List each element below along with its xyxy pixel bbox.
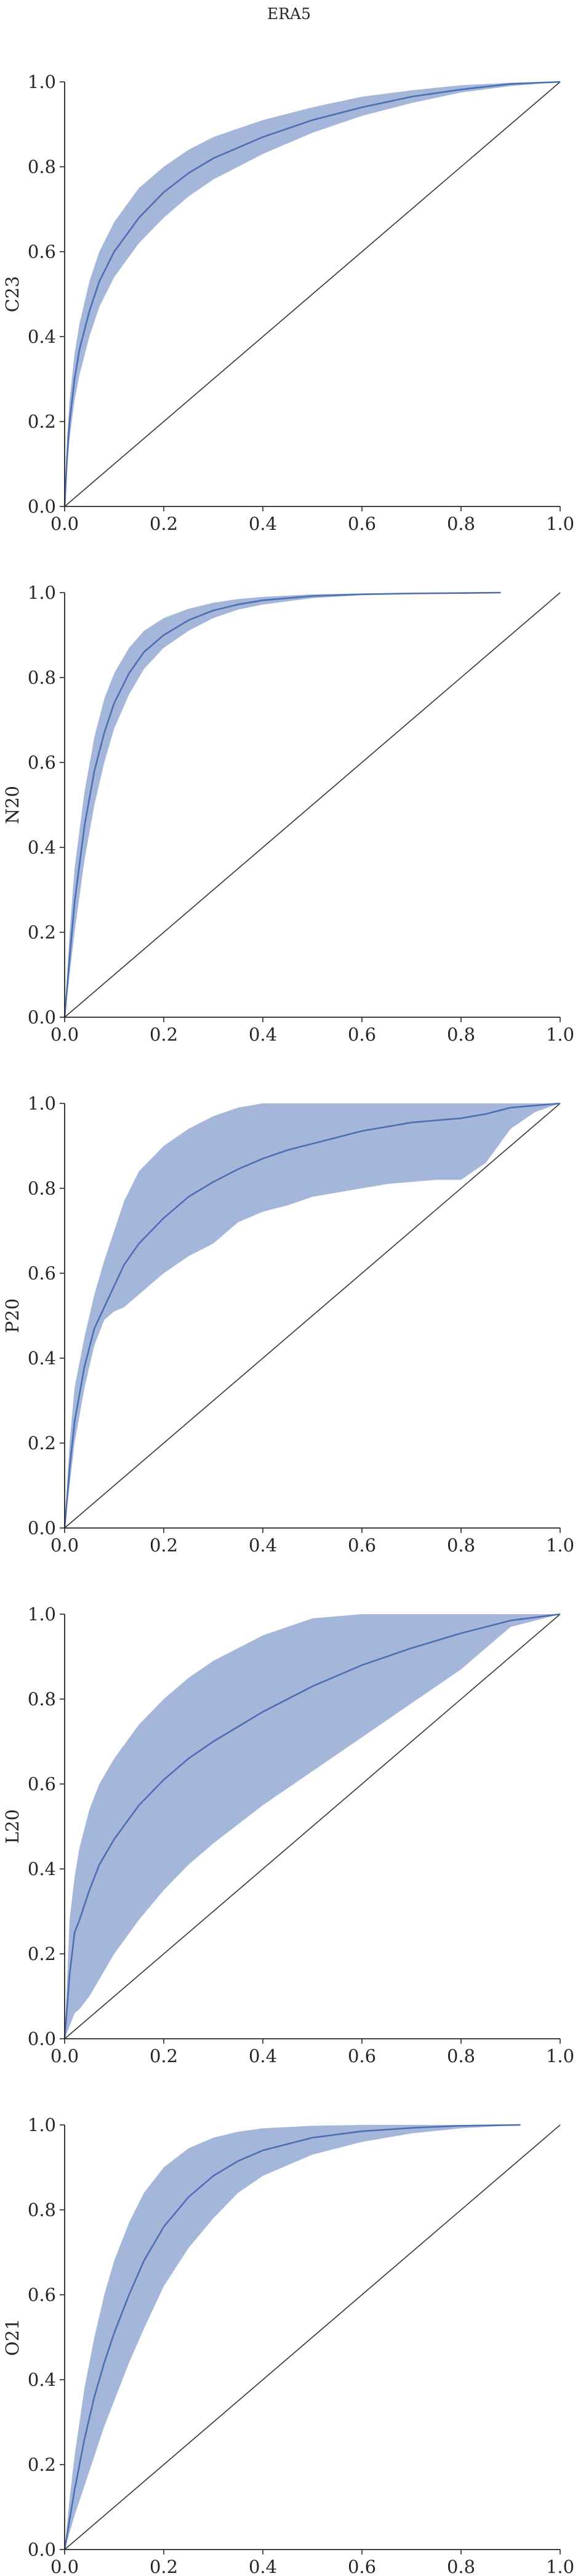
y-tick-label: 0.2 [28, 1943, 56, 1964]
y-tick-label: 0.0 [28, 1007, 56, 1028]
x-tick-label: 0.0 [50, 2556, 79, 2576]
y-tick-label: 0.4 [28, 326, 56, 347]
x-tick-label: 0.2 [150, 513, 178, 534]
x-tick-label: 0.4 [249, 513, 277, 534]
x-tick-label: 0.0 [50, 513, 79, 534]
y-tick-label: 0.0 [28, 1518, 56, 1538]
y-tick-label: 0.8 [28, 1178, 56, 1199]
x-tick-label: 0.0 [50, 1024, 79, 1045]
chart-panel-n20: 0.0 0.2 0.4 0.6 0.8 1.0 0.0 0.2 0.4 0.6 0.8 1.0 N20 [2, 582, 574, 1045]
y-tick-label: 0.2 [28, 411, 56, 432]
confidence-band [65, 82, 560, 506]
chart-panel-c23: 0.0 0.2 0.4 0.6 0.8 1.0 0.0 0.2 0.4 0.6 0.8 1.0 C23 [2, 71, 574, 534]
y-tick-label: 0.8 [28, 667, 56, 688]
y-tick-label: 1.0 [28, 1604, 56, 1625]
series-line [63, 591, 501, 1018]
series-line [63, 81, 561, 507]
chart-panel-o21: 0.0 0.2 0.4 0.6 0.8 1.0 0.0 0.2 0.4 0.6 0.8 1.0 O21 [2, 2114, 574, 2576]
y-axis-label: O21 [2, 2319, 23, 2356]
x-tick-label: 0.6 [348, 513, 376, 534]
y-axis-label: C23 [2, 276, 23, 312]
reference-diagonal-line [64, 592, 561, 1018]
y-tick-label: 0.8 [28, 2199, 56, 2220]
x-tick-label: 0.4 [249, 1024, 277, 1045]
y-tick-label: 0.4 [28, 1348, 56, 1369]
x-tick-label: 0.2 [150, 2046, 178, 2066]
series-line [63, 1613, 561, 2039]
y-axis-label: L20 [2, 1809, 23, 1844]
series-line [63, 1102, 561, 1529]
x-tick-label: 0.2 [150, 2556, 178, 2576]
x-tick-label: 0.8 [447, 1024, 475, 1045]
x-tick-label: 1.0 [546, 1024, 574, 1045]
x-tick-label: 0.0 [50, 1535, 79, 1556]
x-tick-label: 0.8 [447, 513, 475, 534]
reference-diagonal-line [64, 1614, 561, 2039]
y-tick-label: 1.0 [28, 71, 56, 92]
reference-diagonal-line [64, 81, 561, 507]
y-tick-label: 0.4 [28, 837, 56, 858]
x-tick-label: 1.0 [546, 2046, 574, 2066]
x-tick-label: 1.0 [546, 2556, 574, 2576]
y-tick-label: 1.0 [28, 1093, 56, 1114]
y-axis-label: N20 [2, 786, 23, 824]
x-tick-label: 0.8 [447, 2556, 475, 2576]
y-tick-label: 0.8 [28, 1689, 56, 1710]
y-tick-label: 0.6 [28, 752, 56, 773]
y-tick-label: 1.0 [28, 2114, 56, 2135]
reference-diagonal-line [64, 2124, 561, 2550]
x-tick-label: 1.0 [546, 1535, 574, 1556]
x-tick-label: 0.6 [348, 2046, 376, 2066]
y-tick-label: 0.6 [28, 2284, 56, 2305]
x-tick-label: 0.0 [50, 2046, 79, 2066]
x-tick-label: 0.4 [249, 2046, 277, 2066]
y-tick-label: 1.0 [28, 582, 56, 603]
y-axis-label: P20 [2, 1298, 23, 1333]
y-tick-label: 0.6 [28, 1774, 56, 1794]
y-tick-label: 0.6 [28, 1263, 56, 1284]
confidence-band [65, 1614, 560, 2039]
y-tick-label: 0.0 [28, 2028, 56, 2049]
confidence-band [65, 593, 501, 1017]
chart-panel-l20: 0.0 0.2 0.4 0.6 0.8 1.0 0.0 0.2 0.4 0.6 0.8 1.0 L20 [2, 1604, 574, 2066]
x-tick-label: 1.0 [546, 513, 574, 534]
y-tick-label: 0.4 [28, 1858, 56, 1879]
y-tick-label: 0.2 [28, 1433, 56, 1454]
y-tick-label: 0.2 [28, 922, 56, 943]
confidence-band [65, 1103, 560, 1528]
x-tick-label: 0.2 [150, 1535, 178, 1556]
figure-title: ERA5 [267, 5, 311, 23]
y-tick-label: 0.6 [28, 241, 56, 262]
x-tick-label: 0.2 [150, 1024, 178, 1045]
x-tick-label: 0.4 [249, 2556, 277, 2576]
y-tick-label: 0.2 [28, 2454, 56, 2475]
x-tick-label: 0.8 [447, 2046, 475, 2066]
series-line [63, 2124, 521, 2550]
chart-panel-p20: 0.0 0.2 0.4 0.6 0.8 1.0 0.0 0.2 0.4 0.6 0.8 1.0 P20 [2, 1093, 574, 1556]
x-tick-label: 0.8 [447, 1535, 475, 1556]
reference-diagonal-line [64, 1103, 561, 1529]
x-tick-label: 0.6 [348, 2556, 376, 2576]
confidence-band [65, 2125, 521, 2550]
y-tick-label: 0.0 [28, 2539, 56, 2560]
y-tick-label: 0.0 [28, 496, 56, 517]
y-tick-label: 0.4 [28, 2369, 56, 2390]
x-tick-label: 0.6 [348, 1024, 376, 1045]
y-tick-label: 0.8 [28, 156, 56, 177]
x-tick-label: 0.4 [249, 1535, 277, 1556]
x-tick-label: 0.6 [348, 1535, 376, 1556]
